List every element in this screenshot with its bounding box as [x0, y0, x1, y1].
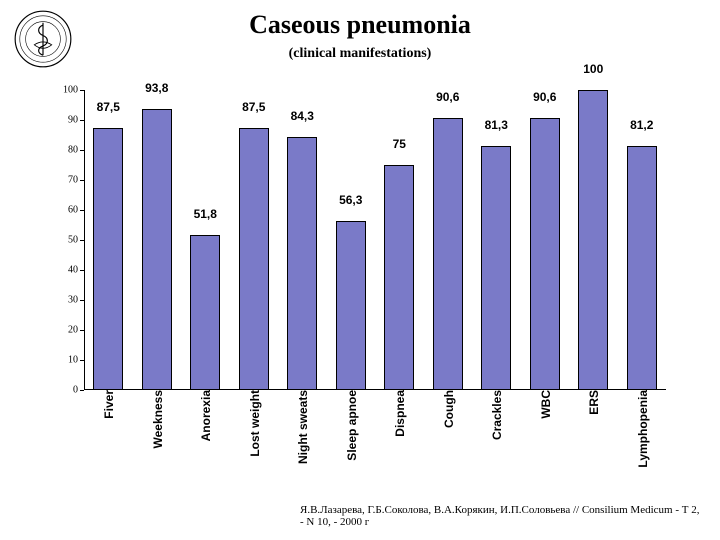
bar	[530, 118, 560, 390]
category-label: Cough	[440, 390, 456, 428]
y-tick-label: 30	[50, 295, 78, 306]
bar	[336, 221, 366, 390]
bar-value-label: 81,2	[630, 118, 653, 132]
bars-container: 87,5Fiver93,8Weekness51,8Anorexia87,5Los…	[84, 90, 666, 390]
bar	[627, 146, 657, 390]
y-tick-label: 20	[50, 325, 78, 336]
bar	[481, 146, 511, 390]
category-label: Dispnea	[391, 390, 407, 437]
y-tick-label: 40	[50, 265, 78, 276]
y-tick-label: 100	[50, 85, 78, 96]
bar	[578, 90, 608, 390]
bar-slot: 87,5Fiver	[88, 90, 128, 390]
bar-slot: 56,3Sleep apnoe	[331, 90, 371, 390]
bar-value-label: 51,8	[194, 207, 217, 221]
bar	[287, 137, 317, 390]
category-label: Lost weight	[246, 390, 262, 457]
bar	[142, 109, 172, 390]
y-tick-label: 50	[50, 235, 78, 246]
category-label: WBC	[537, 390, 553, 419]
bar-value-label: 90,6	[533, 90, 556, 104]
bar-value-label: 90,6	[436, 90, 459, 104]
bar-value-label: 81,3	[485, 118, 508, 132]
citation-text: Я.В.Лазарева, Г.Б.Соколова, В.А.Корякин,…	[300, 504, 700, 528]
bar-slot: 93,8Weekness	[137, 90, 177, 390]
y-tick	[80, 360, 84, 361]
bar-value-label: 87,5	[242, 100, 265, 114]
bar	[239, 128, 269, 391]
bar-value-label: 87,5	[97, 100, 120, 114]
bar-value-label: 93,8	[145, 81, 168, 95]
category-label: ERS	[585, 390, 601, 415]
bar-slot: 100ERS	[573, 90, 613, 390]
page-subtitle: (clinical manifestations)	[0, 46, 720, 62]
y-tick	[80, 120, 84, 121]
y-tick-label: 80	[50, 145, 78, 156]
bar	[433, 118, 463, 390]
bar-slot: 81,2Lymphopenia	[622, 90, 662, 390]
bar	[93, 128, 123, 391]
bar-value-label: 56,3	[339, 193, 362, 207]
bar-slot: 90,6WBC	[525, 90, 565, 390]
category-label: Anorexia	[197, 390, 213, 441]
category-label: Lymphopenia	[634, 390, 650, 468]
bar-chart: 87,5Fiver93,8Weekness51,8Anorexia87,5Los…	[56, 90, 666, 420]
bar-slot: 75Dispnea	[379, 90, 419, 390]
page: Caseous pneumonia (clinical manifestatio…	[0, 0, 720, 540]
bar-value-label: 84,3	[291, 109, 314, 123]
y-tick	[80, 330, 84, 331]
bar-value-label: 75	[393, 137, 406, 151]
y-tick	[80, 270, 84, 271]
y-tick-label: 0	[50, 385, 78, 396]
y-tick	[80, 90, 84, 91]
y-tick	[80, 180, 84, 181]
y-tick	[80, 300, 84, 301]
y-tick	[80, 150, 84, 151]
page-title: Caseous pneumonia	[0, 10, 720, 40]
y-tick-label: 10	[50, 355, 78, 366]
y-tick-label: 60	[50, 205, 78, 216]
bar-slot: 81,3Crackles	[476, 90, 516, 390]
category-label: Fiver	[100, 390, 116, 419]
y-tick-label: 90	[50, 115, 78, 126]
bar-slot: 90,6Cough	[428, 90, 468, 390]
bar-slot: 84,3Night sweats	[282, 90, 322, 390]
y-tick-label: 70	[50, 175, 78, 186]
bar	[190, 235, 220, 390]
category-label: Weekness	[149, 390, 165, 448]
y-tick	[80, 240, 84, 241]
bar	[384, 165, 414, 390]
bar-slot: 87,5Lost weight	[234, 90, 274, 390]
category-label: Night sweats	[294, 390, 310, 464]
bar-value-label: 100	[583, 62, 603, 76]
y-tick	[80, 210, 84, 211]
y-tick	[80, 390, 84, 391]
plot-area: 87,5Fiver93,8Weekness51,8Anorexia87,5Los…	[84, 90, 666, 390]
category-label: Crackles	[488, 390, 504, 440]
bar-slot: 51,8Anorexia	[185, 90, 225, 390]
category-label: Sleep apnoe	[343, 390, 359, 461]
